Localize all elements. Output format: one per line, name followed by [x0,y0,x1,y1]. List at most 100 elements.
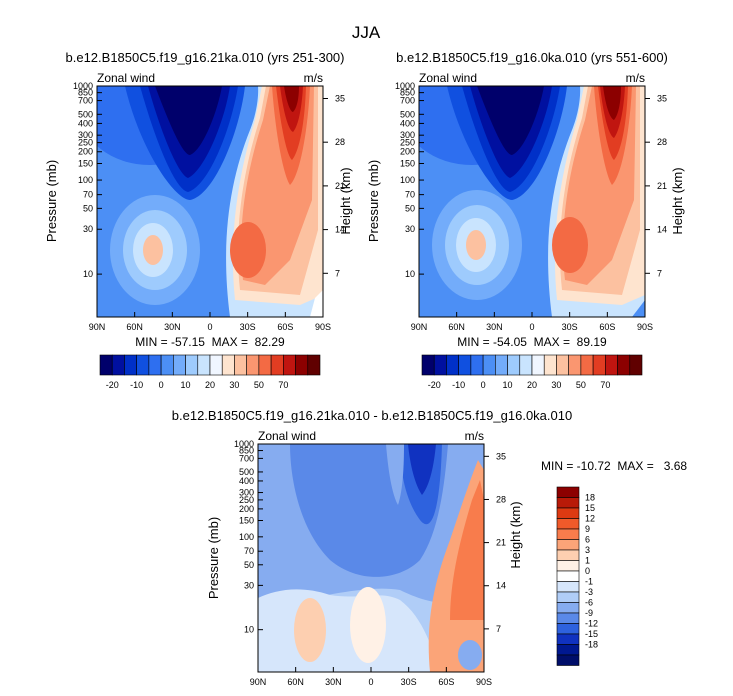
colorbar-label: -12 [585,619,598,629]
colorbar-box [507,354,521,376]
colorbar-box [556,507,580,519]
colorbar-label: 30 [551,380,561,390]
panel-1-contour-jet-nh4 [143,235,163,265]
panel-1: b.e12.B1850C5.f19_g16.21ka.010 (yrs 251-… [44,50,353,390]
ytick-label: 400 [400,118,415,128]
xtick-label: 60N [287,677,304,687]
xtick-label: 60S [438,677,454,687]
xtick-label: 30N [325,677,342,687]
ytick-label: 300 [78,130,93,140]
ytick-label: 1000 [73,81,93,91]
colorbar-label: 0 [585,566,590,576]
panel-2-contours [419,86,645,317]
ytick-label: 70 [83,190,93,200]
colorbar-box [307,354,321,376]
ytick-label: 250 [78,138,93,148]
colorbar-label: 10 [503,380,513,390]
panel-2-minmax: MIN = -54.05 MAX = 89.19 [457,335,607,349]
panel-3-contour-neg4 [408,444,436,495]
colorbar-box [221,354,235,376]
colorbar-box [458,354,472,376]
colorbar-box [556,623,580,635]
ytick-right-label: 7 [335,268,340,278]
colorbar-label: -10 [452,380,465,390]
panel-3-contour-pos-sh2 [450,480,484,620]
panel-3-contour-neg5 [386,444,404,505]
ytick-label: 250 [400,138,415,148]
colorbar-box [173,354,186,376]
colorbar-box [99,354,113,376]
colorbar-box [556,591,580,603]
colorbar-box [136,354,150,376]
xtick-label: 30S [401,677,417,687]
ytick-right-label: 35 [335,93,345,103]
colorbar-box [556,486,580,498]
colorbar-label: 70 [278,380,288,390]
colorbar-label: -20 [106,380,119,390]
xtick-label: 90N [411,322,428,332]
xtick-label: 90S [637,322,653,332]
colorbar-label: -15 [585,629,598,639]
colorbar-label: 6 [585,535,590,545]
panel-3-minmax: MIN = -10.72 MAX = 3.68 [541,459,687,473]
panel-1-yticks-right: 35 28 21 14 7 [323,93,345,278]
colorbar-box [556,497,580,509]
ytick-label: 1000 [234,439,254,449]
figure-title: JJA [352,23,381,42]
xtick-label: 30N [164,322,181,332]
ytick-label: 200 [78,147,93,157]
colorbar-label: -10 [130,380,143,390]
xtick-label: 60S [277,322,293,332]
ytick-label: 10 [244,625,254,635]
colorbar-box [246,354,260,376]
panel-3-contour-neg-surface [458,640,482,670]
colorbar-label: -1 [585,577,593,587]
panel-2-ylabel-right: Height (km) [670,167,685,234]
colorbar-box [556,528,580,540]
panel-1-variable: Zonal wind [97,71,155,85]
ytick-right-label: 28 [657,137,667,147]
colorbar-box [148,354,162,376]
panel-3-xticks: 90N 60N 30N 0 30S 60S 90S [250,667,492,687]
xtick-label: 60N [126,322,143,332]
panel-1-units: m/s [304,71,323,85]
ytick-label: 1000 [395,81,415,91]
ytick-label: 10 [405,269,415,279]
ytick-label: 400 [78,118,93,128]
panel-2-title: b.e12.B1850C5.f19_g16.0ka.010 (yrs 551-6… [396,50,668,65]
colorbar-label: -6 [585,598,593,608]
ytick-right-label: 35 [496,451,506,461]
ytick-label: 100 [400,175,415,185]
ytick-right-label: 7 [657,268,662,278]
ytick-label: 30 [83,224,93,234]
panel-3-units: m/s [465,429,484,443]
panel-1-contours [97,86,323,317]
xtick-label: 30N [486,322,503,332]
colorbar-box [283,354,296,376]
ytick-right-label: 28 [335,137,345,147]
colorbar-box [446,354,459,376]
panel-1-xticks: 90N 60N 30N 0 30S 60S 90S [89,312,331,332]
xtick-label: 90N [250,677,267,687]
ytick-right-label: 28 [496,494,506,504]
colorbar-box [556,549,580,561]
ytick-right-label: 14 [657,225,667,235]
colorbar-box [629,354,643,376]
panel-3-yticks-right: 35 28 21 14 7 [484,451,506,634]
ytick-label: 850 [239,446,254,456]
ytick-label: 150 [239,515,254,525]
ytick-label: 30 [405,224,415,234]
xtick-label: 0 [368,677,373,687]
colorbar-label: 1 [585,556,590,566]
colorbar-box [234,354,247,376]
ytick-label: 400 [239,476,254,486]
colorbar-label: -20 [428,380,441,390]
colorbar-label: 70 [600,380,610,390]
ytick-label: 200 [239,504,254,514]
panel-1-ylabel: Pressure (mb) [44,160,59,242]
ytick-label: 700 [78,96,93,106]
ytick-label: 500 [400,109,415,119]
colorbar-label: 3 [585,545,590,555]
